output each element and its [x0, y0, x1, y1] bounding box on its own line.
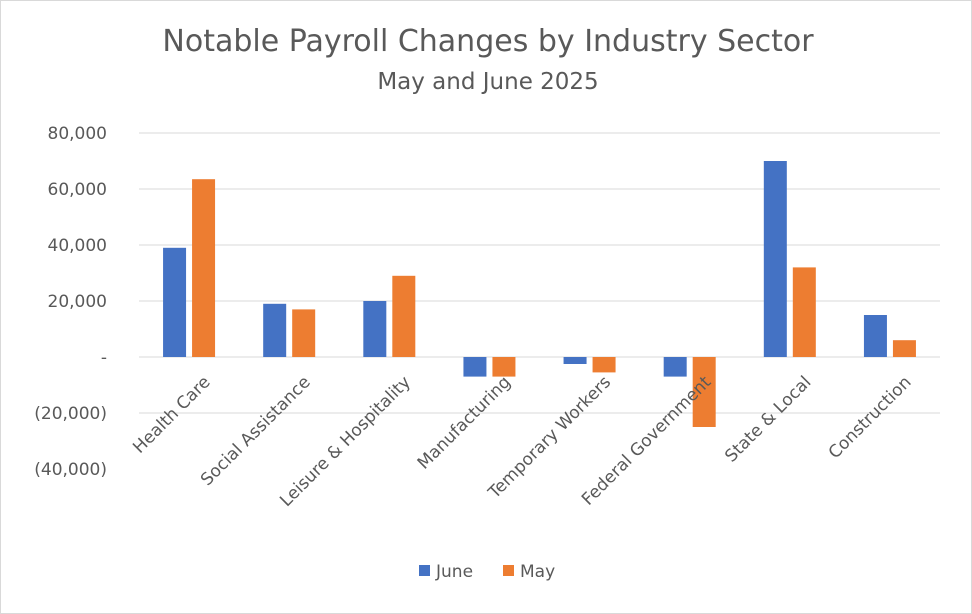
legend-swatch-june — [419, 565, 430, 576]
legend-label-may: May — [520, 562, 555, 582]
bar-june-leisure-hospitality — [363, 301, 387, 357]
x-category-label: State & Local — [721, 372, 815, 466]
y-tick-label: 20,000 — [48, 292, 107, 312]
legend-label-june: June — [435, 562, 473, 582]
bar-june-temporary-workers — [563, 357, 587, 364]
bar-may-leisure-hospitality — [392, 275, 416, 357]
bar-june-construction — [863, 315, 887, 357]
bar-may-manufacturing — [492, 357, 516, 377]
bars — [163, 161, 916, 427]
gridlines — [139, 132, 940, 414]
bar-may-federal-government — [692, 357, 716, 427]
bar-may-health-care — [192, 179, 216, 357]
y-tick-label: - — [101, 348, 107, 368]
bar-may-social-assistance — [292, 309, 316, 357]
y-tick-label: 40,000 — [48, 236, 107, 256]
y-tick-label: 60,000 — [48, 180, 107, 200]
x-category-label: Construction — [825, 372, 916, 463]
bar-may-state-local — [792, 267, 816, 357]
bar-june-social-assistance — [263, 303, 287, 357]
legend-swatch-may — [503, 565, 514, 576]
x-category-label: Social Assistance — [197, 372, 315, 490]
bar-may-construction — [892, 340, 916, 357]
y-axis-tick-labels: 80,000 60,000 40,000 20,000 - (20,000) (40,000… — [34, 124, 107, 480]
y-tick-label: (40,000) — [34, 460, 107, 480]
bar-may-temporary-workers — [592, 357, 616, 373]
bar-june-manufacturing — [463, 357, 487, 377]
y-tick-label: 80,000 — [48, 124, 107, 144]
x-category-label: Health Care — [129, 372, 214, 457]
bar-june-state-local — [763, 161, 787, 357]
legend: June May — [419, 562, 555, 582]
y-tick-label: (20,000) — [34, 404, 107, 424]
x-category-label: Manufacturing — [414, 372, 515, 473]
bar-june-federal-government — [663, 357, 687, 377]
chart-subtitle: May and June 2025 — [377, 69, 598, 95]
chart-title: Notable Payroll Changes by Industry Sect… — [162, 24, 814, 59]
bar-june-health-care — [163, 247, 187, 357]
